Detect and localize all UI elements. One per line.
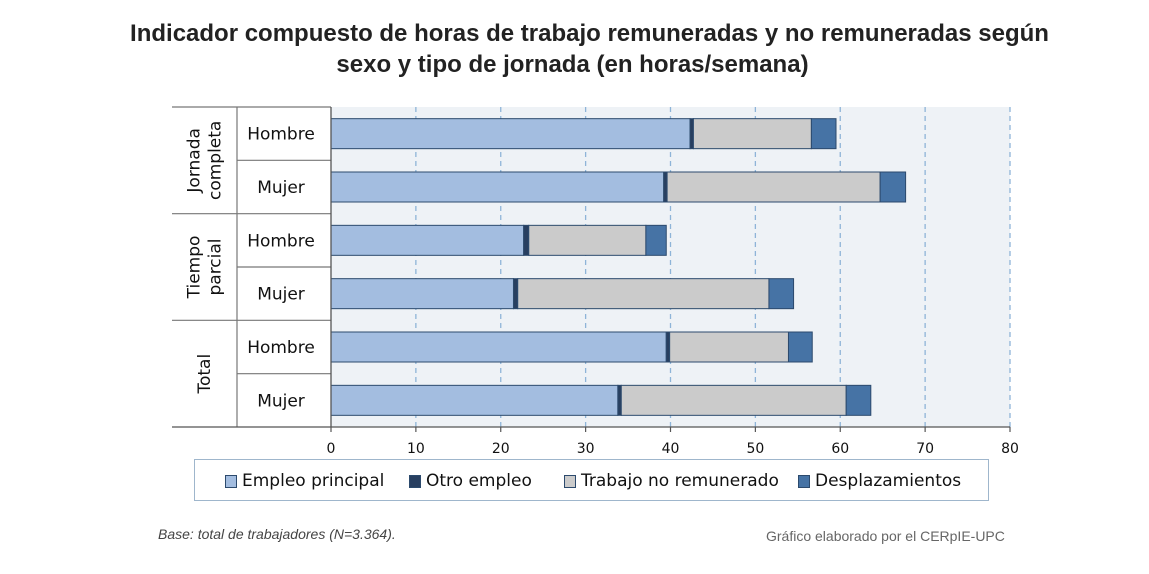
group-label-1-line-1: parcial — [206, 238, 226, 295]
x-tick-label-30: 30 — [577, 441, 595, 457]
x-tick-label-40: 40 — [662, 441, 680, 457]
bar-4-series-2 — [669, 331, 789, 363]
bar-5-series-3 — [845, 384, 872, 416]
legend-label-0: Empleo principal — [242, 471, 385, 491]
bar-2-series-0 — [330, 224, 525, 256]
legend-item-3: Desplazamientos — [798, 470, 961, 492]
x-tick-label-80: 80 — [1001, 441, 1019, 457]
legend-item-0: Empleo principal — [225, 470, 384, 492]
bar-2-series-2 — [528, 224, 647, 256]
category-label-2: Hombre — [247, 231, 315, 251]
group-label-0-line-1: completa — [206, 121, 226, 200]
chart-title: Indicador compuesto de horas de trabajo … — [0, 18, 1149, 80]
bar-1-series-0 — [330, 171, 665, 203]
category-label-3: Mujer — [257, 285, 305, 305]
legend-label-2: Trabajo no remunerado — [581, 471, 779, 491]
bar-4-series-1 — [665, 331, 671, 363]
bar-4-series-0 — [330, 331, 667, 363]
x-tick-label-20: 20 — [492, 441, 510, 457]
category-label-0: Hombre — [247, 125, 315, 145]
x-tick-label-60: 60 — [831, 441, 849, 457]
chart-title-line-1: Indicador compuesto de horas de trabajo … — [130, 20, 1049, 47]
legend-item-1: Otro empleo — [409, 470, 532, 492]
x-tick-label-0: 0 — [327, 441, 336, 457]
bar-0-series-2 — [692, 118, 812, 150]
category-label-5: Mujer — [257, 391, 305, 411]
credit-note: Gráfico elaborado por el CERpIE-UPC — [766, 528, 1005, 544]
bar-3-series-3 — [768, 278, 795, 310]
legend-swatch-0 — [225, 474, 237, 488]
bar-0-series-1 — [689, 118, 694, 150]
group-label-1-line-0: Tiempo — [185, 236, 205, 300]
bar-1-series-2 — [666, 171, 881, 203]
bar-5-series-2 — [620, 384, 847, 416]
chart-title-line-2: sexo y tipo de jornada (en horas/semana) — [336, 51, 809, 78]
x-tick-label-70: 70 — [916, 441, 934, 457]
legend-swatch-2 — [564, 474, 576, 488]
bar-2-series-3 — [645, 224, 667, 256]
chart-legend: Empleo principal Otro empleo Trabajo no re… — [194, 459, 989, 501]
category-label-4: Hombre — [247, 338, 315, 358]
legend-swatch-1 — [409, 474, 421, 488]
x-tick-label-50: 50 — [746, 441, 764, 457]
bar-1-series-1 — [663, 171, 668, 203]
bar-3-series-0 — [330, 278, 514, 310]
base-note: Base: total de trabajadores (N=3.364). — [158, 526, 396, 542]
bar-3-series-2 — [517, 278, 770, 310]
bar-4-series-3 — [787, 331, 813, 363]
legend-label-3: Desplazamientos — [815, 471, 962, 491]
bar-3-series-1 — [512, 278, 519, 310]
x-tick-label-10: 10 — [407, 441, 425, 457]
bar-5-series-1 — [617, 384, 622, 416]
group-label-2-line-0: Total — [195, 354, 215, 395]
legend-label-1: Otro empleo — [426, 471, 532, 491]
bar-0-series-0 — [330, 118, 691, 150]
bar-0-series-3 — [810, 118, 837, 150]
category-label-1: Mujer — [257, 178, 305, 198]
bar-2-series-1 — [523, 224, 530, 256]
plot-area — [331, 107, 1010, 427]
legend-swatch-3 — [798, 474, 810, 488]
legend-item-2: Trabajo no remunerado — [564, 470, 779, 492]
group-label-0-line-0: Jornada — [185, 128, 205, 194]
bar-5-series-0 — [330, 384, 619, 416]
bar-1-series-3 — [879, 171, 907, 203]
